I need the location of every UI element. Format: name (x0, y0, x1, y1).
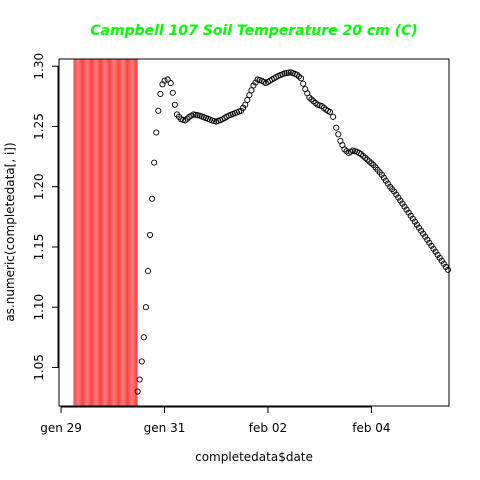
data-point (422, 233, 429, 240)
data-point (438, 257, 445, 264)
y-tick-label: 1.10 (32, 294, 46, 321)
data-point (409, 215, 416, 222)
data-point (430, 245, 437, 252)
data-point (142, 304, 149, 311)
data-point (444, 266, 452, 273)
data-point (405, 209, 412, 216)
y-tick-label: 1.15 (32, 234, 46, 261)
data-point (411, 218, 418, 225)
data-point (415, 224, 423, 231)
data-point (167, 80, 174, 87)
y-tick-label: 1.05 (32, 354, 46, 381)
plot-frame (58, 58, 450, 407)
data-point (138, 358, 145, 365)
data-point (171, 101, 178, 108)
data-point (333, 124, 340, 131)
data-point (300, 80, 307, 87)
data-point (403, 206, 410, 213)
data-point (134, 388, 141, 395)
data-point (424, 236, 431, 243)
x-tick-label: feb 02 (249, 421, 287, 435)
data-point (397, 197, 404, 204)
data-point (391, 188, 398, 195)
data-point (395, 194, 402, 201)
data-point (155, 107, 162, 114)
data-point (413, 221, 420, 228)
data-point (164, 76, 171, 83)
data-point (238, 107, 245, 114)
data-point (401, 203, 408, 210)
data-point (169, 89, 176, 96)
data-point (146, 231, 154, 238)
data-point (378, 171, 385, 178)
data-point (151, 159, 158, 166)
data-point (428, 242, 435, 249)
shaded-band-layer (73, 59, 138, 406)
data-point (140, 334, 147, 341)
data-point (432, 248, 439, 255)
data-point (384, 180, 392, 187)
data-point (250, 82, 257, 89)
x-tick-label: gen 29 (40, 421, 82, 435)
data-point (418, 227, 425, 234)
data-point (440, 260, 447, 267)
data-point (434, 251, 441, 258)
y-tick-label: 1.20 (32, 173, 46, 200)
data-point (136, 376, 143, 383)
data-point (393, 191, 400, 198)
shaded-band (73, 59, 138, 406)
y-axis: 1.05 1.10 1.15 1.20 1.25 1.30 (32, 53, 59, 381)
data-point (326, 108, 334, 116)
y-axis-label: as.numeric(completedata[, i]) (3, 142, 17, 321)
data-point (153, 129, 160, 136)
data-point (330, 113, 337, 120)
chart-title: Campbell 107 Soil Temperature 20 cm (C) (90, 23, 417, 39)
y-tick-label: 1.30 (32, 53, 46, 80)
data-point (335, 131, 342, 138)
data-point (420, 230, 427, 237)
y-tick-label: 1.25 (32, 113, 46, 140)
data-point (399, 200, 406, 207)
data-point (436, 254, 443, 261)
data-point (144, 268, 152, 275)
data-point (149, 195, 156, 202)
data-point (240, 104, 247, 111)
data-point (380, 174, 387, 181)
x-axis: gen 29 gen 31 feb 02 feb 04 (40, 406, 391, 435)
data-point (298, 75, 305, 82)
data-point (426, 239, 433, 246)
x-tick-label: gen 31 (144, 421, 186, 435)
data-point (382, 177, 389, 184)
x-tick-label: feb 04 (352, 421, 390, 435)
data-points-layer (134, 69, 452, 395)
data-point (157, 90, 164, 97)
data-point (161, 77, 168, 84)
x-axis-label: completedata$date (195, 450, 313, 464)
data-point (407, 212, 414, 219)
